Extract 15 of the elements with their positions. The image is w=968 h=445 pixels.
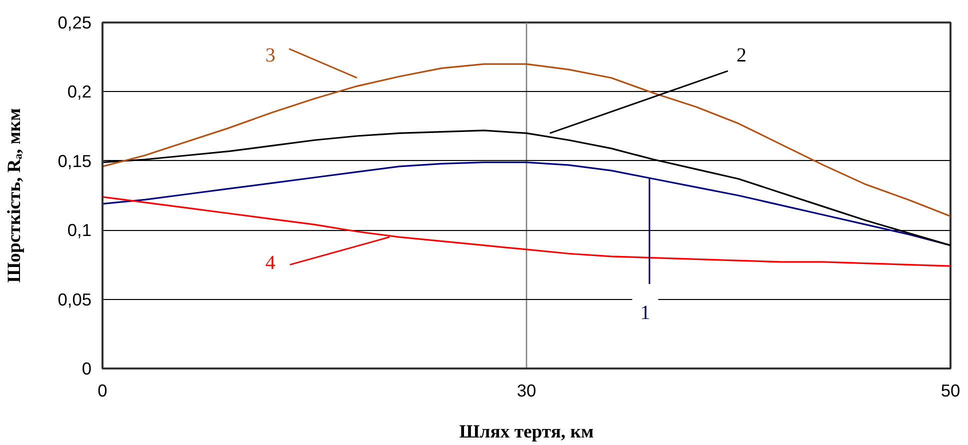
x-tick-label: 50: [940, 380, 960, 400]
y-tick-label: 0,1: [67, 220, 92, 240]
y-tick-label: 0,25: [58, 12, 92, 32]
y-axis-title: Шорсткість, Rₐ, мкм: [4, 108, 25, 283]
text: 1: [640, 302, 650, 324]
y-tick-label: 0,2: [67, 82, 92, 102]
x-tick-label: 30: [516, 380, 536, 400]
text: 2: [736, 44, 746, 66]
legend-label: 4: [265, 252, 276, 274]
y-tick-label: 0,05: [58, 289, 92, 310]
x-axis-title: Шлях тертя, км: [459, 422, 594, 442]
y-tick-label: 0,15: [58, 150, 92, 171]
y-tick-label: 0: [82, 358, 92, 378]
x-tick-label: 0: [98, 380, 108, 400]
legend-label: 3: [265, 44, 276, 66]
